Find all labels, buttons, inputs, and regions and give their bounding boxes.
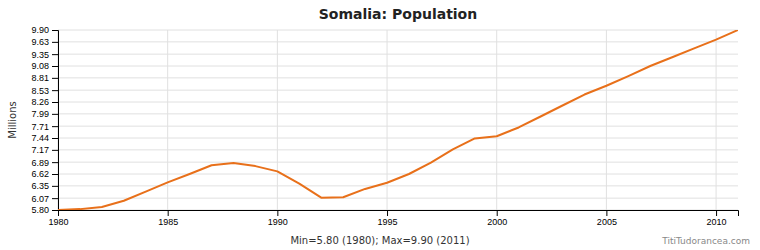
y-tick-mark	[52, 186, 58, 187]
x-tick-mark	[168, 210, 169, 216]
y-axis: 5.806.07 6.35 6.626.89 7.17 7.447.71 7.99 8.26…	[31, 25, 58, 215]
y-tick: 8.81	[31, 73, 58, 83]
y-tick-mark	[52, 138, 58, 139]
y-tick: 5.80	[31, 205, 58, 215]
x-tick: 1985	[158, 210, 178, 227]
grid-line-y	[58, 41, 738, 42]
y-tick-mark	[52, 198, 58, 199]
grid-line-y	[58, 54, 738, 55]
watermark: TitiTudorancea.com	[661, 236, 750, 246]
y-tick: 9.35	[31, 50, 58, 60]
y-tick: 7.17	[31, 145, 58, 155]
plot-area	[58, 30, 738, 210]
y-tick-mark	[52, 114, 58, 115]
grid-line-y	[58, 126, 738, 127]
y-tick-label: 6.07	[31, 194, 49, 204]
grid-line-y	[58, 174, 738, 175]
grid-line-y	[58, 66, 738, 67]
y-tick-label: 8.26	[31, 97, 49, 107]
y-tick-label: 7.44	[31, 133, 49, 143]
grid-line-y	[58, 162, 738, 163]
x-tick: 2000	[487, 210, 507, 227]
y-tick-label: 9.35	[31, 50, 49, 60]
y-tick-label: 8.53	[31, 86, 49, 96]
x-tick: 1990	[268, 210, 288, 227]
y-tick-label: 7.99	[31, 109, 49, 119]
x-tick-mark	[606, 210, 607, 216]
y-tick: 6.89	[31, 158, 58, 168]
x-tick-label: 1980	[48, 217, 68, 227]
y-tick-label: 7.71	[31, 122, 49, 132]
grid-line-y	[58, 90, 738, 91]
grid	[58, 30, 738, 210]
x-tick-label: 1990	[268, 217, 288, 227]
x-tick-label: 2000	[487, 217, 507, 227]
y-tick-mark	[52, 66, 58, 67]
x-tick-mark	[716, 210, 717, 216]
y-tick-label: 6.35	[31, 181, 49, 191]
x-tick-mark	[277, 210, 278, 216]
y-tick: 7.99	[31, 109, 58, 119]
y-tick: 9.90	[31, 25, 58, 35]
x-tick-label: 2010	[707, 217, 727, 227]
x-tick-mark	[387, 210, 388, 216]
y-tick-mark	[52, 150, 58, 151]
y-tick: 7.44	[31, 133, 58, 143]
y-tick-mark	[52, 42, 58, 43]
chart: 1980 1985 1990 1995 2000 2005 2010 5.806.07 6.35…	[0, 0, 760, 250]
x-tick: 1995	[378, 210, 398, 227]
y-tick-mark	[52, 174, 58, 175]
annotation: Min=5.80 (1980); Max=9.90 (2011)	[290, 235, 469, 246]
grid-line-y	[58, 138, 738, 139]
y-tick-label: 6.62	[31, 169, 49, 179]
y-tick: 7.71	[31, 122, 58, 132]
y-tick-mark	[52, 126, 58, 127]
y-tick-label: 5.80	[31, 205, 49, 215]
x-tick: 2010	[707, 210, 727, 227]
y-tick-label: 7.17	[31, 145, 49, 155]
grid-line-y	[58, 30, 738, 31]
y-tick: 9.08	[31, 61, 58, 71]
y-tick-mark	[52, 162, 58, 163]
grid-line-y	[58, 77, 738, 78]
x-tick: 1980	[48, 210, 68, 227]
y-tick-label: 8.81	[31, 73, 49, 83]
y-tick-mark	[52, 78, 58, 79]
grid-line-y	[58, 102, 738, 103]
y-tick-mark	[52, 54, 58, 55]
y-axis-title: Millions	[7, 101, 18, 138]
y-tick-mark	[52, 90, 58, 91]
y-tick-mark	[52, 210, 58, 211]
x-tick: 2005	[597, 210, 617, 227]
y-tick: 6.62	[31, 169, 58, 179]
grid-line-x	[606, 30, 607, 210]
y-tick: 6.07	[31, 194, 58, 204]
y-tick-mark	[52, 30, 58, 31]
x-tick-mark	[497, 210, 498, 216]
grid-line-x	[496, 30, 497, 210]
y-tick-label: 9.08	[31, 61, 49, 71]
grid-line-y	[58, 149, 738, 150]
title: Somalia: Population	[319, 6, 477, 22]
line	[58, 30, 738, 210]
grid-line-x	[277, 30, 278, 210]
x-tick-label: 2005	[597, 217, 617, 227]
x-axis: 1980 1985 1990 1995 2000 2005 2010	[48, 210, 738, 227]
y-tick: 9.63	[31, 37, 58, 47]
y-tick: 8.26	[31, 97, 58, 107]
y-tick-mark	[52, 102, 58, 103]
x-tick-label: 1995	[378, 217, 398, 227]
y-tick-label: 9.63	[31, 37, 49, 47]
x-tick-label: 1985	[158, 217, 178, 227]
y-tick-label: 9.90	[31, 25, 49, 35]
y-tick-label: 6.89	[31, 158, 49, 168]
y-axis-line	[52, 31, 59, 211]
x-axis-line	[59, 211, 739, 217]
y-tick: 8.53	[31, 86, 58, 96]
grid-line-y	[58, 198, 738, 199]
grid-line-y	[58, 113, 738, 114]
grid-line-x	[716, 30, 717, 210]
y-tick: 6.35	[31, 181, 58, 191]
